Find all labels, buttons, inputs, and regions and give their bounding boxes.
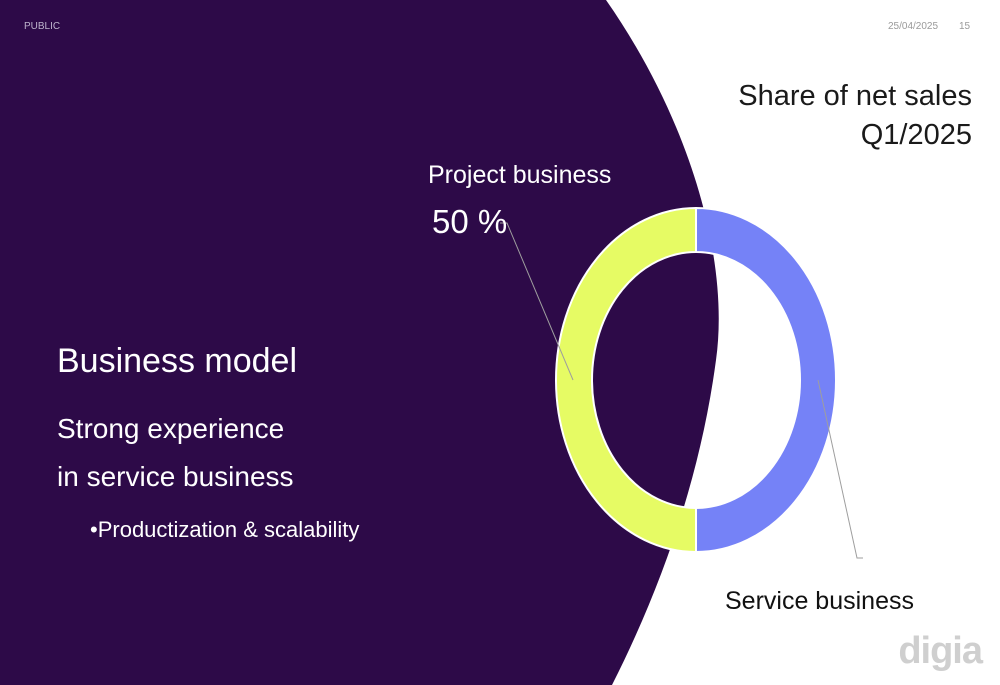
- leader-lines: [500, 222, 863, 559]
- business-model-line-2: in service business: [57, 461, 294, 492]
- business-model-title: Business model: [57, 342, 298, 380]
- classification-label: PUBLIC: [24, 21, 61, 32]
- date-label: 25/04/2025: [888, 21, 939, 32]
- project-business-value: 50 %: [432, 203, 508, 240]
- business-model-bullet: •Productization & scalability: [90, 517, 360, 542]
- business-model-line-1: Strong experience: [57, 413, 285, 444]
- donut-slice-project-business: [555, 206, 697, 554]
- leader-line-service: [817, 379, 863, 559]
- digia-logo: digia: [898, 630, 983, 672]
- purple-background-shape: [0, 0, 719, 685]
- donut-chart: [555, 206, 837, 554]
- chart-title-line-2: Q1/2025: [860, 119, 972, 151]
- page-number: 15: [959, 21, 971, 32]
- chart-title-line-1: Share of net sales: [738, 80, 972, 112]
- service-business-label: Service business: [725, 587, 914, 615]
- leader-line-project: [500, 222, 574, 381]
- project-business-label: Project business: [428, 161, 612, 189]
- donut-slice-service-business: [695, 206, 837, 554]
